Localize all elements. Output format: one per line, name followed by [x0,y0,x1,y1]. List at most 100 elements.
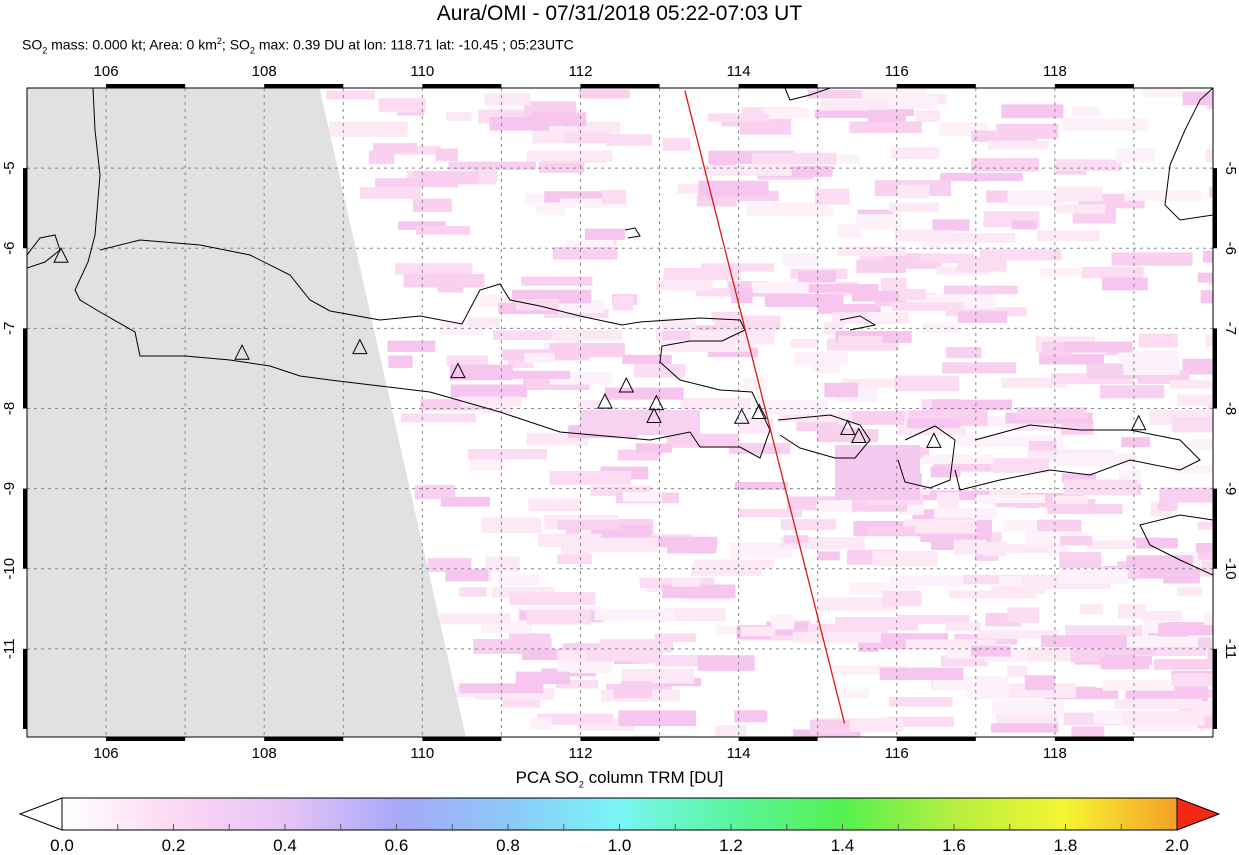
volcano-triangle-icon [450,362,466,379]
so2-pixel [680,397,751,410]
so2-pixel [990,458,1049,473]
so2-pixel [716,624,743,635]
so2-pixel [556,658,612,674]
so2-pixel [797,270,836,283]
so2-pixel [557,554,592,564]
so2-pixel [414,485,456,500]
so2-pixel [1121,437,1151,448]
border-segment [422,737,502,741]
so2-pixel [522,648,580,661]
so2-pixel [894,229,955,242]
subtitle-text: max: 0.39 DU at lon: 118.71 lat: -10.45 … [254,36,574,53]
so2-pixel [1172,417,1213,433]
border-segment [738,737,818,741]
so2-pixel [940,655,989,667]
so2-pixel [978,630,1059,639]
border-segment [23,488,27,569]
lat-tick-label: -5 [1222,161,1239,174]
so2-pixel [851,290,900,302]
so2-pixel [931,233,1016,243]
so2-pixel [700,263,774,272]
so2-pixel [420,399,483,411]
colorbar-tick-label: 1.8 [1054,836,1078,855]
coastline [1164,88,1213,221]
so2-pixel [817,551,840,561]
coastline [74,88,771,459]
so2-pixel [931,399,1013,411]
so2-pixel [940,172,1023,182]
so2-pixel [875,96,938,110]
so2-pixel [919,253,974,264]
so2-pixel [831,312,909,324]
so2-pixel [698,180,769,197]
so2-pixel [459,683,544,694]
so2-pixel [758,165,833,177]
lat-tick-label: -10 [1,558,18,580]
border-segment [23,328,27,409]
so2-pixel [612,295,634,311]
so2-pixel [472,295,521,308]
so2-pixel [920,240,971,250]
so2-pixel [1007,607,1040,624]
lon-tick-label: 116 [885,63,909,80]
so2-pixel [991,700,1064,715]
so2-pixel [741,626,776,637]
lon-tick-label: 106 [94,63,119,80]
so2-pixel [697,655,755,671]
so2-pixel [1101,277,1148,291]
so2-pixel [604,387,684,400]
so2-pixel [461,396,522,407]
so2-pixel [654,633,696,643]
so2-pixel [870,312,898,322]
so2-pixel [469,459,505,472]
border-segment [23,648,27,729]
so2-pixel [1054,159,1122,172]
so2-pixel [1061,118,1148,132]
so2-pixel [1111,252,1193,266]
so2-pixel [1100,658,1150,670]
so2-pixel [996,123,1059,139]
so2-pixel [656,280,713,291]
so2-pixel [808,284,879,293]
so2-pixel [481,517,542,533]
so2-pixel [1176,586,1202,597]
so2-pixel [953,539,987,555]
so2-pixel [537,713,614,725]
coastline [27,234,61,269]
so2-pixel [1086,540,1154,549]
volcano-triangle-icon [648,394,665,411]
so2-pixel [782,252,818,267]
so2-pixel [467,449,547,460]
so2-pixel [1205,334,1213,347]
so2-pixel [1158,623,1189,637]
so2-pixel [621,668,695,684]
so2-pixel [746,202,830,217]
colorbar-title-text: PCA SO [515,768,579,787]
so2-pixel [544,309,609,318]
so2-pixel [509,592,596,605]
so2-pixel [526,150,613,162]
so2-pixel [849,121,922,134]
orbit-track-line [684,90,846,724]
so2-pixel [1197,272,1213,283]
lat-tick-label: -11 [1,639,18,660]
so2-pixel [781,519,837,530]
so2-pixel [811,361,841,374]
coastline [624,227,641,239]
so2-pixel [1055,186,1103,202]
so2-pixel [915,110,940,123]
colorbar-max-arrow [1176,797,1221,831]
so2-pixel [1058,568,1128,584]
border-segment [106,84,186,88]
so2-pixel [734,710,768,723]
so2-pixel [1182,91,1213,106]
so2-pixel [1200,290,1213,304]
so2-pixel [491,370,571,379]
so2-pixel [735,481,788,491]
so2-pixel [446,355,488,367]
so2-pixel [398,221,446,230]
subtitle-text: 2 [42,45,48,56]
so2-pixel [889,696,953,707]
so2-pixel [440,496,491,507]
so2-pixel [1007,665,1028,678]
